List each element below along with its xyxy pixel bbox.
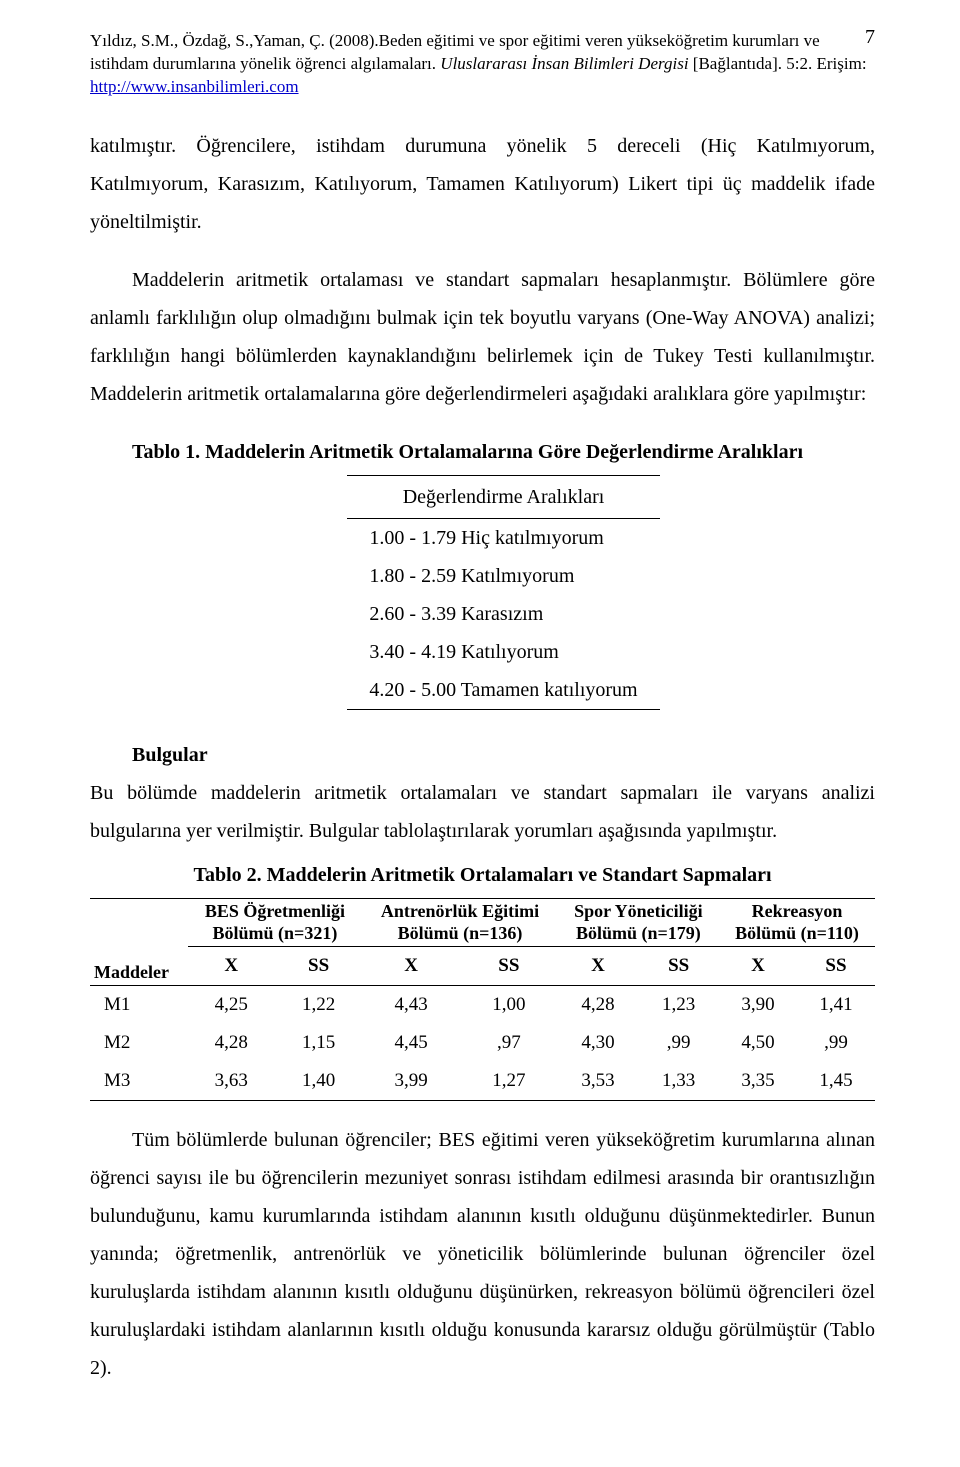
paragraph-1: katılmıştır. Öğrencilere, istihdam durum… [90,127,875,241]
table-2-subcol: SS [797,946,875,985]
bulgular-text: Bu bölümde maddelerin aritmetik ortalama… [90,782,875,842]
table-row: M3 3,631,40 3,991,27 3,531,33 3,351,45 [90,1062,875,1101]
table-2-subcol: SS [460,946,558,985]
table-row: M2 4,281,15 4,45,97 4,30,99 4,50,99 [90,1024,875,1062]
table-2-subcol: X [719,946,797,985]
table-2: Maddeler BES ÖğretmenliğiBölümü (n=321) … [90,898,875,1101]
paragraph-2: Maddelerin aritmetik ortalaması ve stand… [90,261,875,413]
page-number: 7 [865,18,875,56]
table-1-row: 1.80 - 2.59 Katılmıyorum [347,557,659,595]
table-2-group: Antrenörlük EğitimiBölümü (n=136) [362,898,557,946]
table-1: Değerlendirme Aralıkları 1.00 - 1.79 Hiç… [347,475,659,710]
table-1-caption: Tablo 1. Maddelerin Aritmetik Ortalamala… [132,433,875,471]
table-2-subcol: SS [638,946,719,985]
table-2-group: Spor YöneticiliğiBölümü (n=179) [558,898,719,946]
running-header: Yıldız, S.M., Özdağ, S.,Yaman, Ç. (2008)… [90,30,875,99]
page: 7 Yıldız, S.M., Özdağ, S.,Yaman, Ç. (200… [0,0,960,1467]
paragraph-3: Tüm bölümlerde bulunan öğrenciler; BES e… [90,1121,875,1387]
table-row: M1 4,251,22 4,431,00 4,281,23 3,901,41 [90,985,875,1024]
header-journal: Uluslararası İnsan Bilimleri Dergisi [440,54,688,73]
table-2-subcol: X [558,946,639,985]
table-1-row: 1.00 - 1.79 Hiç katılmıyorum [347,518,659,557]
table-1-row: 4.20 - 5.00 Tamamen katılıyorum [347,671,659,710]
table-2-subcol: X [362,946,460,985]
table-2-subcol: SS [275,946,362,985]
table-2-col0: Maddeler [90,898,188,985]
table-2-group: RekreasyonBölümü (n=110) [719,898,875,946]
table-2-caption: Tablo 2. Maddelerin Aritmetik Ortalamala… [90,856,875,894]
header-link[interactable]: http://www.insanbilimleri.com [90,77,299,96]
bulgular-block: Bulgular Bu bölümde maddelerin aritmetik… [90,736,875,850]
table-1-row: 2.60 - 3.39 Karasızım [347,595,659,633]
section-heading-bulgular: Bulgular [132,744,208,766]
table-1-header: Değerlendirme Aralıkları [347,475,659,518]
table-2-group: BES ÖğretmenliğiBölümü (n=321) [188,898,363,946]
table-2-subcol: X [188,946,275,985]
table-1-row: 3.40 - 4.19 Katılıyorum [347,633,659,671]
header-tail: [Bağlantıda]. 5:2. Erişim: [689,54,867,73]
